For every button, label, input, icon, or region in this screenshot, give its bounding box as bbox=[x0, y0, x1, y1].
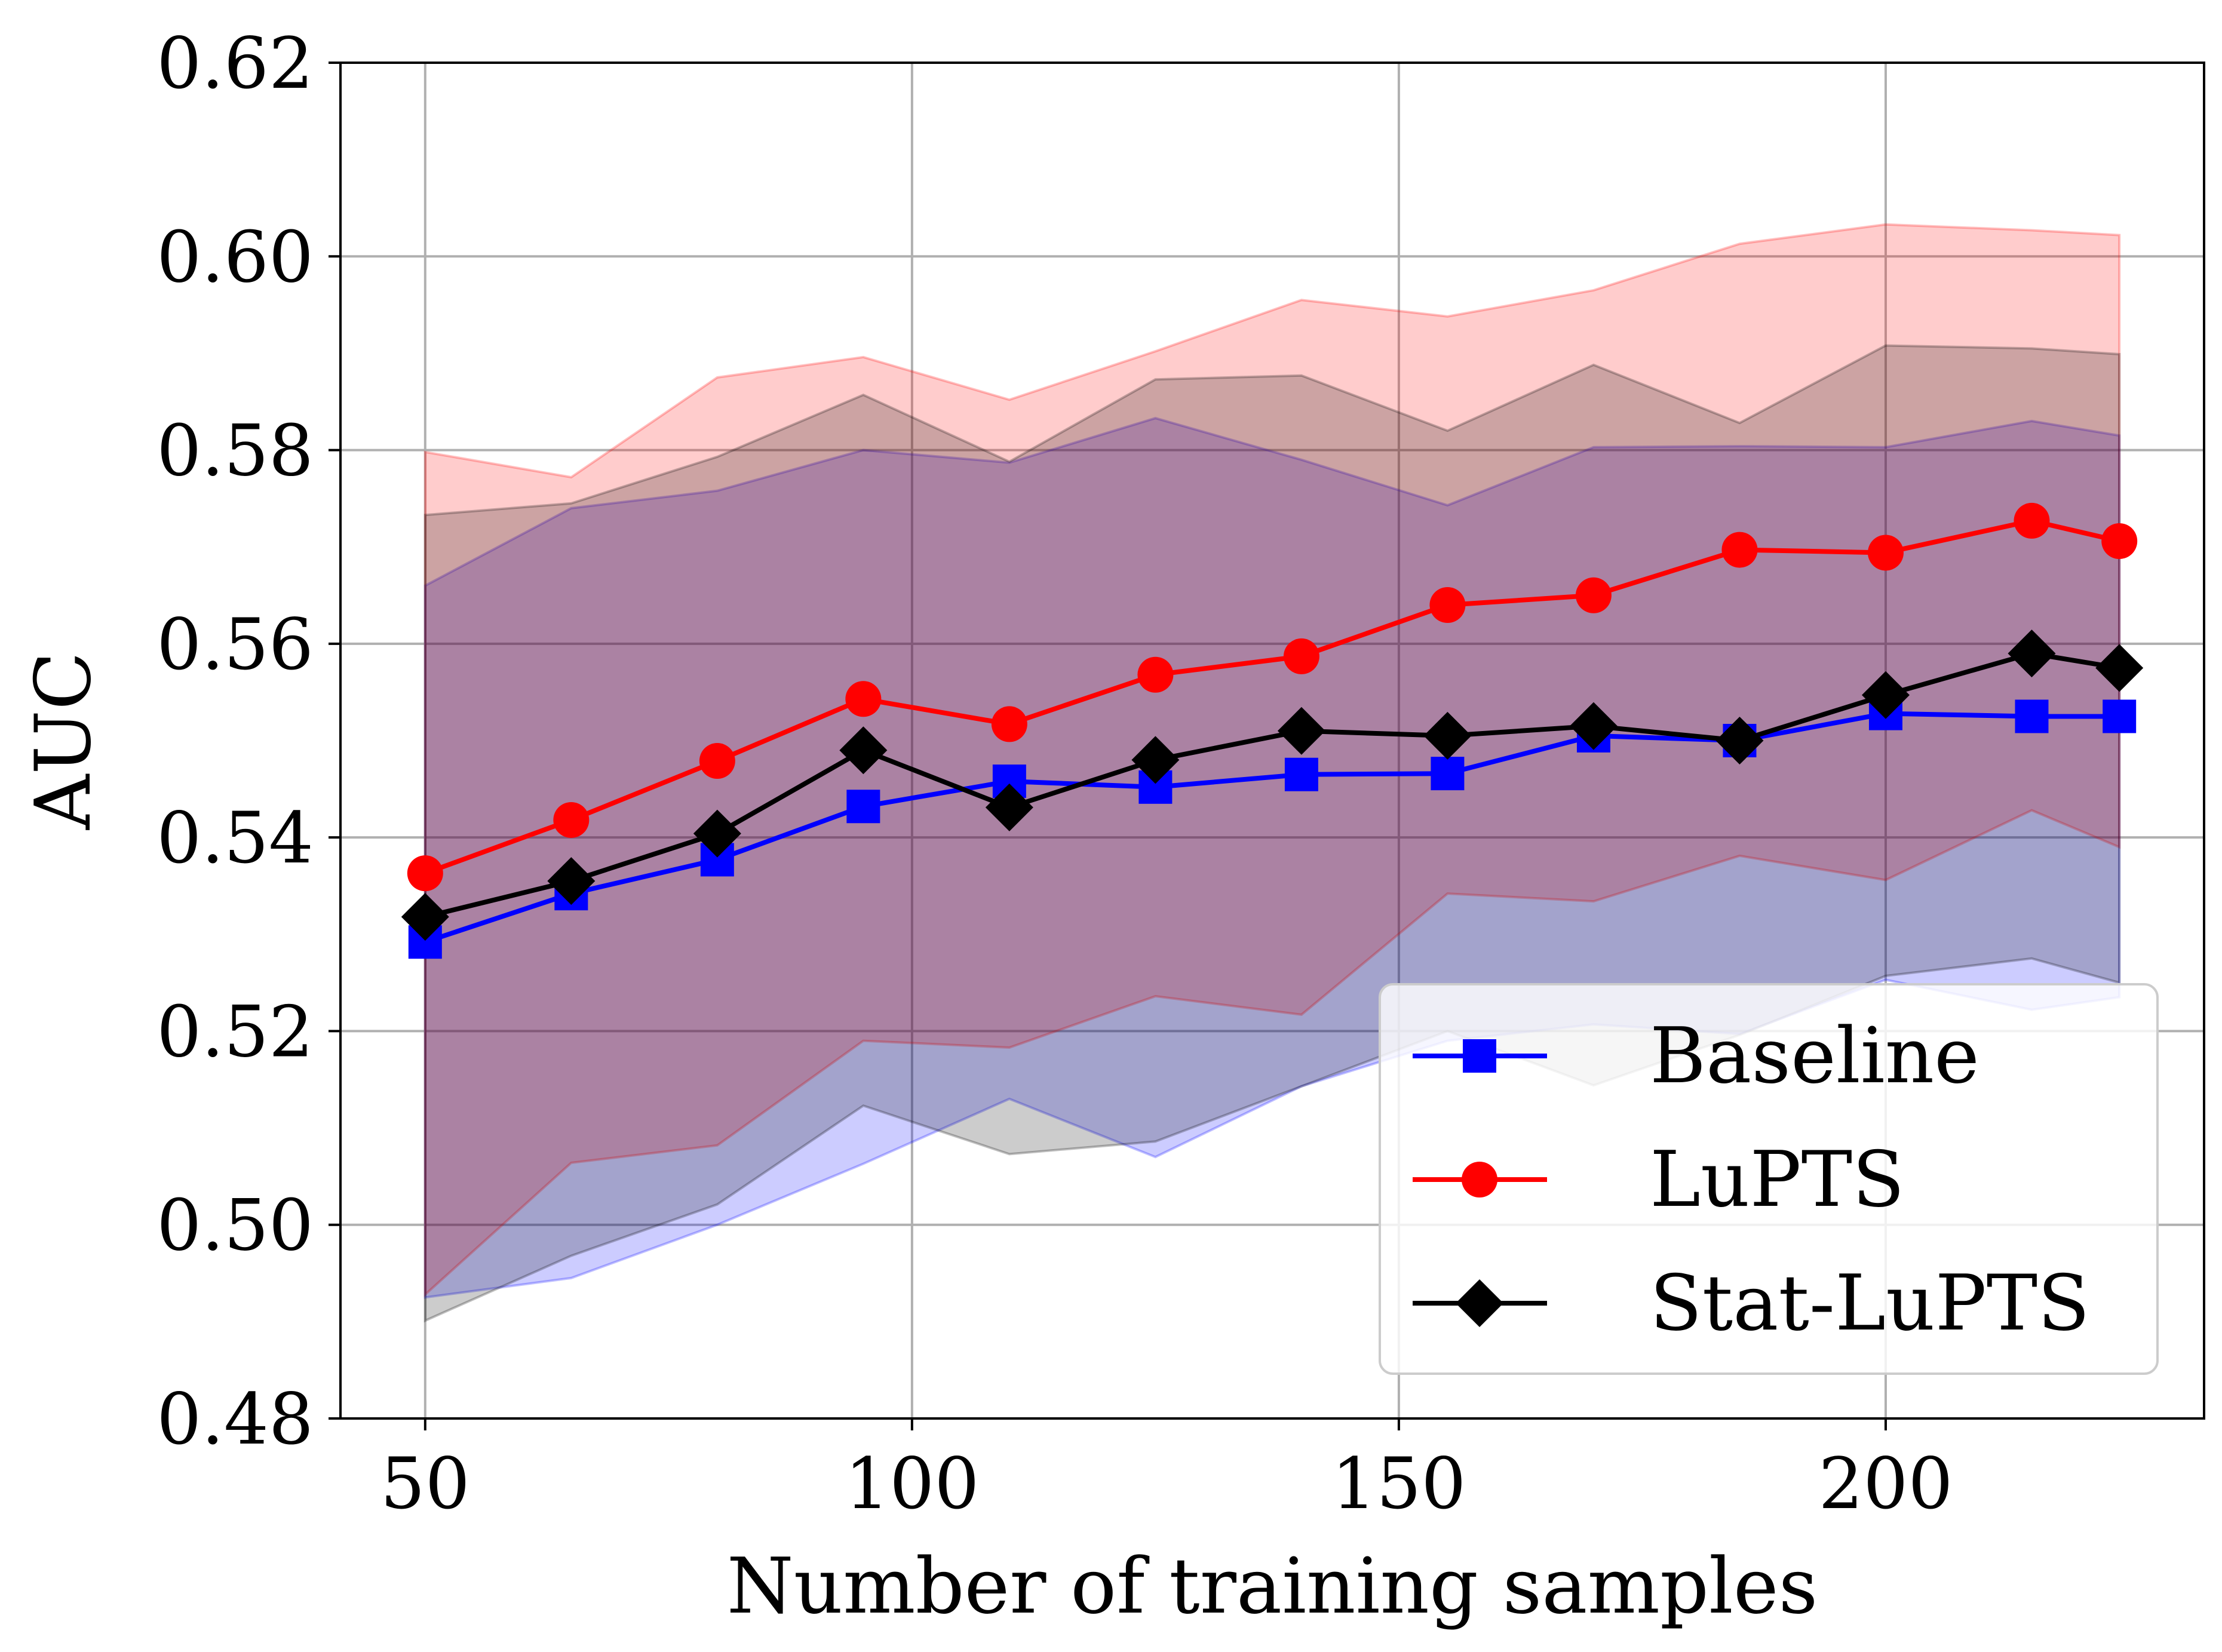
marker-stat-lupts bbox=[1277, 707, 1325, 755]
legend-marker-stat-lupts bbox=[1456, 1279, 1503, 1327]
marker-lupts bbox=[2101, 523, 2138, 559]
marker-lupts bbox=[407, 855, 443, 892]
band-lupts bbox=[423, 223, 2121, 1297]
axis-ticks: 50 100 150 200 0.48 0.50 0.52 0.54 0.56 0.58 0.60 0… bbox=[156, 22, 1953, 1525]
marker-lupts bbox=[1137, 656, 1174, 693]
y-axis-title: AUC bbox=[19, 652, 108, 830]
legend-marker-baseline bbox=[1463, 1039, 1496, 1073]
marker-stat-lupts bbox=[1423, 711, 1472, 760]
marker-baseline bbox=[2103, 699, 2137, 733]
legend-item-baseline: Baseline bbox=[1413, 1012, 1979, 1101]
marker-baseline bbox=[1431, 757, 1465, 791]
marker-stat-lupts bbox=[1861, 671, 1910, 719]
marker-lupts bbox=[991, 706, 1027, 742]
y-tick-label: 0.48 bbox=[156, 1378, 314, 1460]
x-tick-label: 50 bbox=[380, 1442, 470, 1525]
series-markers bbox=[401, 502, 2144, 959]
y-tick-label: 0.62 bbox=[156, 22, 314, 105]
marker-stat-lupts bbox=[985, 783, 1033, 831]
legend-box bbox=[1379, 983, 2159, 1375]
marker-lupts bbox=[1867, 535, 1904, 571]
marker-stat-lupts bbox=[1715, 717, 1764, 764]
legend-label-stat-lupts: Stat-LuPTS bbox=[1650, 1259, 2090, 1348]
y-tick-label: 0.50 bbox=[156, 1184, 314, 1267]
marker-lupts bbox=[1575, 577, 1612, 613]
marker-stat-lupts bbox=[2095, 644, 2144, 692]
marker-lupts bbox=[845, 681, 882, 717]
legend-item-stat-lupts: Stat-LuPTS bbox=[1413, 1259, 2090, 1348]
y-tick-label: 0.52 bbox=[156, 990, 314, 1073]
marker-lupts bbox=[1721, 532, 1758, 568]
band-stat-lupts bbox=[423, 344, 2121, 1323]
legend-label-baseline: Baseline bbox=[1650, 1012, 1979, 1101]
y-tick-label: 0.58 bbox=[156, 410, 314, 492]
marker-lupts bbox=[553, 802, 590, 838]
marker-stat-lupts bbox=[401, 893, 449, 941]
legend: Baseline LuPTS Stat-LuPTS bbox=[1379, 983, 2159, 1375]
marker-lupts bbox=[2014, 502, 2050, 539]
x-tick-label: 200 bbox=[1818, 1442, 1953, 1525]
y-tick-label: 0.60 bbox=[156, 216, 314, 298]
marker-baseline bbox=[2015, 699, 2049, 733]
marker-stat-lupts bbox=[693, 809, 741, 858]
marker-stat-lupts bbox=[1569, 702, 1618, 750]
plot-frame bbox=[339, 62, 2205, 1420]
legend-item-lupts: LuPTS bbox=[1413, 1135, 1905, 1224]
y-tick-label: 0.54 bbox=[156, 797, 314, 879]
x-axis-title: Number of training samples bbox=[727, 1542, 1818, 1631]
marker-stat-lupts bbox=[2008, 630, 2056, 678]
marker-baseline bbox=[846, 790, 880, 824]
marker-lupts bbox=[1429, 587, 1466, 623]
x-tick-label: 100 bbox=[845, 1442, 979, 1525]
marker-stat-lupts bbox=[547, 857, 596, 905]
confidence-bands bbox=[423, 223, 2121, 1323]
marker-stat-lupts bbox=[1131, 736, 1180, 784]
marker-lupts bbox=[699, 743, 735, 779]
legend-marker-lupts bbox=[1462, 1162, 1497, 1197]
marker-baseline bbox=[1284, 757, 1318, 791]
marker-stat-lupts bbox=[839, 726, 888, 775]
marker-lupts bbox=[1283, 638, 1319, 674]
y-tick-label: 0.56 bbox=[156, 603, 314, 686]
x-tick-label: 150 bbox=[1331, 1442, 1466, 1525]
legend-label-lupts: LuPTS bbox=[1650, 1135, 1905, 1224]
